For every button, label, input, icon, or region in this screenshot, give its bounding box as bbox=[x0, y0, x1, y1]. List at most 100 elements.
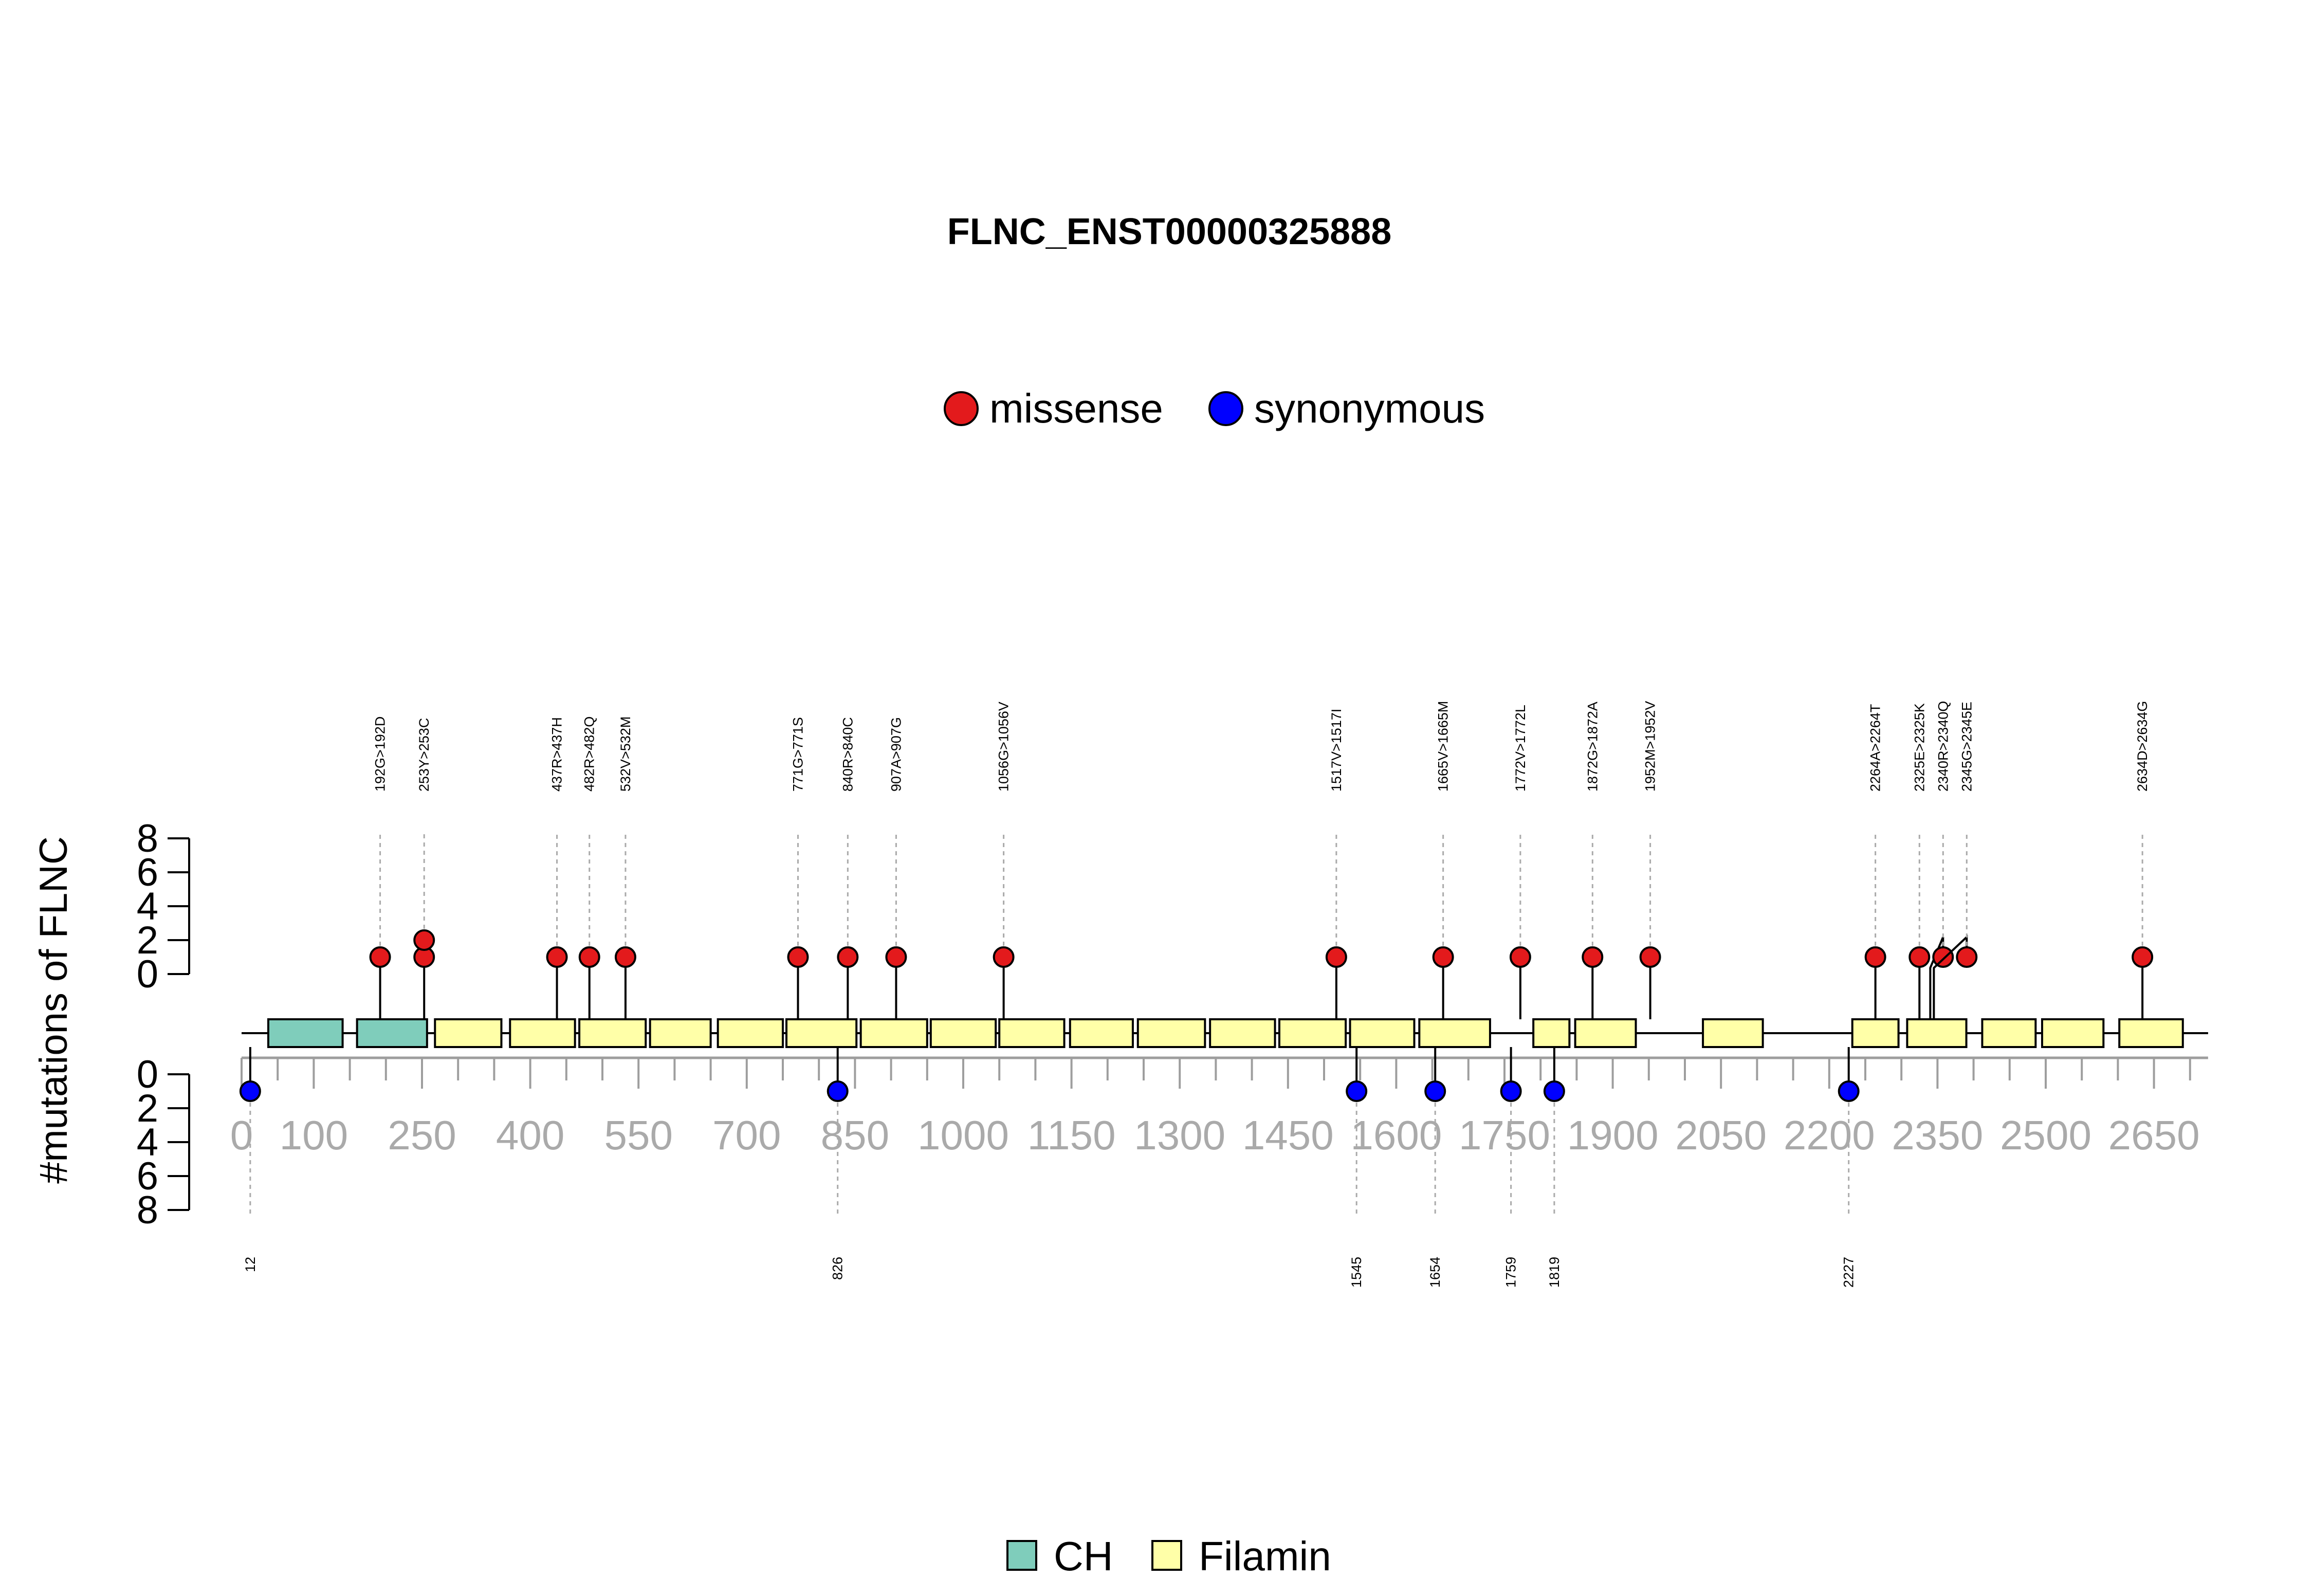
domain-filamin bbox=[1981, 1018, 2037, 1048]
missense-point bbox=[1864, 946, 1886, 968]
x-tick-label: 250 bbox=[388, 1112, 456, 1158]
synonymous-point bbox=[827, 1080, 849, 1102]
x-tick-label: 2050 bbox=[1675, 1112, 1767, 1158]
domain-filamin bbox=[578, 1018, 647, 1048]
x-tick-label: 2350 bbox=[1892, 1112, 1983, 1158]
domain-filamin bbox=[929, 1018, 997, 1048]
domain-filamin bbox=[1702, 1018, 1764, 1048]
domain-filamin bbox=[1278, 1018, 1347, 1048]
legend-synonymous-swatch bbox=[1208, 391, 1243, 426]
domain-legend: CH Filamin bbox=[1006, 1533, 1331, 1579]
synonymous-label: 12 bbox=[243, 1257, 258, 1272]
domain-filamin bbox=[1532, 1018, 1571, 1048]
missense-point bbox=[546, 946, 568, 968]
synonymous-point bbox=[1543, 1080, 1565, 1102]
missense-point bbox=[413, 929, 435, 951]
missense-label: 771G>771S bbox=[790, 717, 805, 792]
synonymous-point bbox=[1424, 1080, 1446, 1102]
missense-point bbox=[1639, 946, 1661, 968]
domain-filamin bbox=[1906, 1018, 1968, 1048]
missense-label: 1517V>1517I bbox=[1329, 709, 1344, 792]
domain-filamin bbox=[1349, 1018, 1416, 1048]
domain-filamin bbox=[1418, 1018, 1491, 1048]
missense-label: 482R>482Q bbox=[582, 717, 597, 792]
synonymous-label: 2227 bbox=[1841, 1257, 1857, 1288]
missense-label: 532V>532M bbox=[618, 717, 633, 792]
missense-label: 1772V>1772L bbox=[1513, 705, 1528, 792]
missense-label: 1872G>1872A bbox=[1585, 702, 1600, 792]
mutation-legend: missense synonymous bbox=[944, 386, 1485, 431]
missense-point bbox=[1956, 946, 1978, 968]
missense-point bbox=[1908, 946, 1931, 968]
missense-point bbox=[1325, 946, 1347, 968]
domain-filamin bbox=[859, 1018, 928, 1048]
missense-point bbox=[1582, 946, 1604, 968]
y-axis-label: #mutations of FLNC bbox=[32, 836, 76, 1184]
legend-filamin-swatch bbox=[1151, 1540, 1182, 1571]
missense-point bbox=[837, 946, 859, 968]
missense-label: 907A>907G bbox=[888, 717, 904, 792]
legend-synonymous-label: synonymous bbox=[1254, 386, 1485, 431]
x-tick-label: 1150 bbox=[1027, 1112, 1116, 1158]
y-tick-label-top: 4 bbox=[137, 885, 158, 928]
x-tick-label: 550 bbox=[604, 1112, 672, 1158]
missense-label: 2264A>2264T bbox=[1868, 704, 1883, 792]
missense-point bbox=[1509, 946, 1531, 968]
synonymous-label: 1819 bbox=[1547, 1257, 1562, 1288]
legend-ch-swatch bbox=[1006, 1540, 1037, 1571]
synonymous-point bbox=[239, 1080, 261, 1102]
synonymous-point bbox=[1838, 1080, 1860, 1102]
domain-filamin bbox=[1574, 1018, 1637, 1048]
y-tick-label-top: 2 bbox=[137, 919, 158, 962]
y-tick-label-top: 8 bbox=[137, 817, 158, 860]
x-tick-label: 1300 bbox=[1134, 1112, 1225, 1158]
y-tick-label-top: 0 bbox=[137, 952, 158, 996]
domain-filamin bbox=[434, 1018, 503, 1048]
domain-filamin bbox=[1136, 1018, 1206, 1048]
legend-missense-swatch bbox=[944, 391, 979, 426]
synonymous-point bbox=[1500, 1080, 1522, 1102]
x-tick-label: 0 bbox=[230, 1112, 253, 1158]
domain-filamin bbox=[1209, 1018, 1276, 1048]
y-tick-label-bottom: 4 bbox=[137, 1121, 158, 1164]
missense-label: 1056G>1056V bbox=[996, 702, 1012, 792]
missense-label: 192G>192D bbox=[373, 717, 388, 792]
domain-filamin bbox=[2041, 1018, 2105, 1048]
y-tick-label-top: 6 bbox=[137, 851, 158, 894]
missense-point bbox=[1932, 946, 1954, 968]
missense-point bbox=[614, 946, 636, 968]
domain-filamin bbox=[649, 1018, 712, 1048]
domain-filamin bbox=[509, 1018, 576, 1048]
missense-label: 840R>840C bbox=[840, 717, 855, 792]
domain-filamin bbox=[785, 1018, 858, 1048]
x-tick-label: 2200 bbox=[1784, 1112, 1875, 1158]
y-tick-label-bottom: 0 bbox=[137, 1053, 158, 1096]
x-tick-label: 400 bbox=[496, 1112, 564, 1158]
domain-filamin bbox=[2118, 1018, 2184, 1048]
x-tick-label: 700 bbox=[712, 1112, 781, 1158]
y-tick-label-bottom: 8 bbox=[137, 1188, 158, 1232]
x-tick-label: 1000 bbox=[917, 1112, 1009, 1158]
domain-filamin bbox=[1069, 1018, 1134, 1048]
missense-label: 437R>437H bbox=[549, 717, 565, 792]
missense-label: 253Y>253C bbox=[416, 718, 432, 792]
chart-title: FLNC_ENST00000325888 bbox=[947, 211, 1392, 252]
missense-label: 1665V>1665M bbox=[1436, 701, 1451, 792]
missense-point bbox=[578, 946, 600, 968]
missense-label: 2340R>2340Q bbox=[1935, 701, 1951, 792]
synonymous-label: 1654 bbox=[1427, 1257, 1443, 1288]
y-tick-label-bottom: 2 bbox=[137, 1087, 158, 1130]
legend-ch-label: CH bbox=[1054, 1533, 1113, 1579]
domain-ch bbox=[267, 1018, 344, 1048]
legend-missense-label: missense bbox=[989, 386, 1163, 431]
x-tick-label: 100 bbox=[280, 1112, 348, 1158]
missense-point bbox=[993, 946, 1015, 968]
x-tick-label: 850 bbox=[821, 1112, 889, 1158]
synonymous-point bbox=[1346, 1080, 1368, 1102]
missense-label: 1952M>1952V bbox=[1643, 701, 1658, 792]
synonymous-label: 826 bbox=[830, 1257, 846, 1280]
domain-filamin bbox=[998, 1018, 1066, 1048]
missense-point bbox=[885, 946, 907, 968]
